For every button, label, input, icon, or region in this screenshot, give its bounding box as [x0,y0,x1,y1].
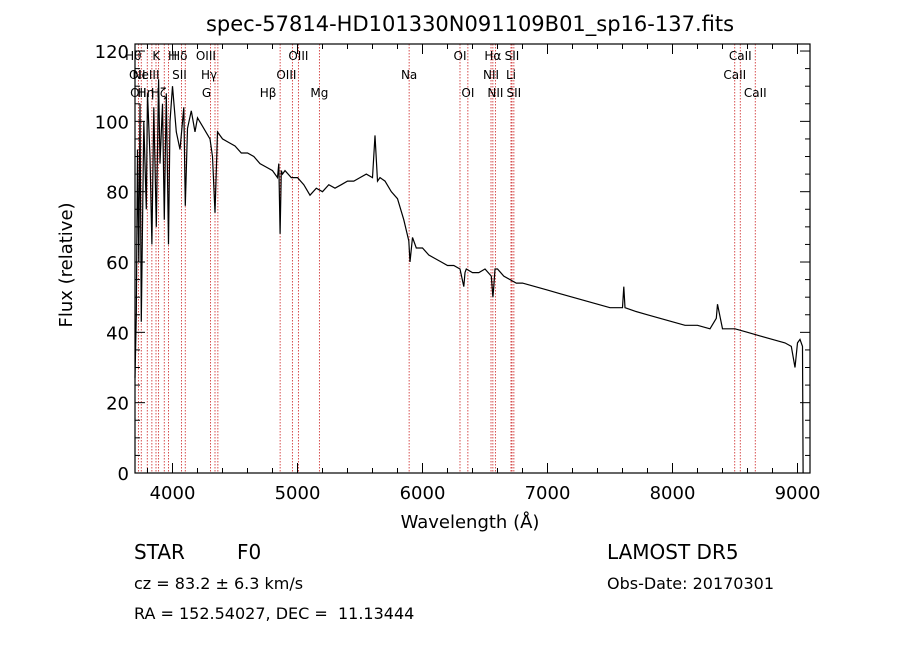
survey-name: LAMOST DR5 [607,540,739,564]
x-tick-label: 9000 [775,483,821,504]
line-marker-label: CaII [744,86,767,100]
line-marker-label: K [152,49,161,63]
line-marker-label: NeIII [133,68,160,82]
y-tick-label: 20 [106,394,129,415]
line-marker-label: OI [461,86,474,100]
object-class: STAR [134,540,185,564]
ra-dec-coordinates: RA = 152.54027, DEC = 11.13444 [134,604,415,623]
x-tick-label: 7000 [525,483,571,504]
line-marker-label: Hη [138,86,155,100]
y-tick-label: 40 [106,323,129,344]
x-tick-label: 4000 [150,483,196,504]
y-tick-label: 0 [118,464,129,485]
observation-date: Obs-Date: 20170301 [607,574,775,593]
y-tick-label: 100 [95,112,129,133]
redshift-cz: cz = 83.2 ± 6.3 km/s [134,574,304,593]
line-marker-label: Hβ [260,86,277,100]
x-tick-label: 8000 [650,483,696,504]
plot-frame [134,43,811,474]
line-marker-label: OII [129,68,146,82]
x-axis-label: Wavelength (Å) [401,511,540,533]
y-axis-label: Flux (relative) [56,202,77,327]
line-marker-label: Hθ [125,49,141,63]
line-marker-label: OI [454,49,467,63]
line-marker-label: G [202,86,211,100]
line-marker-label: Na [401,68,417,82]
x-tick-label: 6000 [400,483,446,504]
line-marker-label: SII [507,86,522,100]
line-marker-label: NII [483,68,499,82]
line-marker-label: NII [487,86,503,100]
y-tick-label: 80 [106,183,129,204]
line-marker-label: Hα [484,49,501,63]
line-marker-label: CaII [729,49,752,63]
line-marker-label: OIII [276,68,296,82]
line-marker-label: Hγ [201,68,217,82]
object-subclass: F0 [237,540,262,564]
line-marker-label: Li [506,68,516,82]
line-marker-label: Mg [310,86,328,100]
line-marker-label: OIII [288,49,308,63]
line-marker-label: H [168,49,177,63]
line-marker-label: SII [505,49,520,63]
x-axis: 4000 5000 6000 7000 8000 9000 [147,44,821,504]
spectrum-series-line [134,79,804,474]
line-marker-label: SII [172,68,187,82]
line-marker-label: CaII [723,68,746,82]
line-marker-label: OIII [196,49,216,63]
emission-line-markers [137,44,756,473]
line-marker-label: Hδ [171,49,187,63]
x-tick-label: 5000 [275,483,321,504]
chart-title: spec-57814-HD101330N091109B01_sp16-137.f… [206,12,734,37]
y-axis: 0 20 40 60 80 100 120 [95,42,810,485]
line-marker-label: OII [130,86,147,100]
y-tick-label: 120 [95,42,129,63]
y-tick-label: 60 [106,253,129,274]
